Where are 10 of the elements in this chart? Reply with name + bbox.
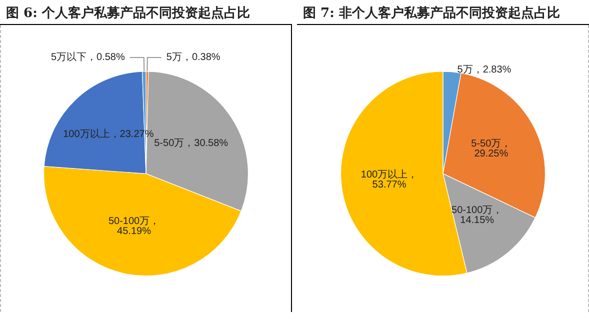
slice-label: 5-50万，30.58% bbox=[154, 138, 228, 150]
slice-label: 50-100万， 45.19% bbox=[108, 216, 160, 237]
slice-label: 5-50万， 29.25% bbox=[471, 138, 512, 160]
slice-label: 5万以下，0.58% bbox=[50, 50, 125, 63]
chart-title: 图 7: 非个人客户私募产品不同投资起点占比 bbox=[303, 4, 560, 22]
slice-label: 50-100万， 14.15% bbox=[452, 205, 503, 226]
chart-title: 图 6: 个人客户私募产品不同投资起点占比 bbox=[6, 4, 250, 22]
slice-label: 5万，2.83% bbox=[457, 64, 512, 76]
slice-label: 100万以上， 53.77% bbox=[360, 168, 418, 191]
slice-label: 5万，0.38% bbox=[166, 52, 220, 63]
